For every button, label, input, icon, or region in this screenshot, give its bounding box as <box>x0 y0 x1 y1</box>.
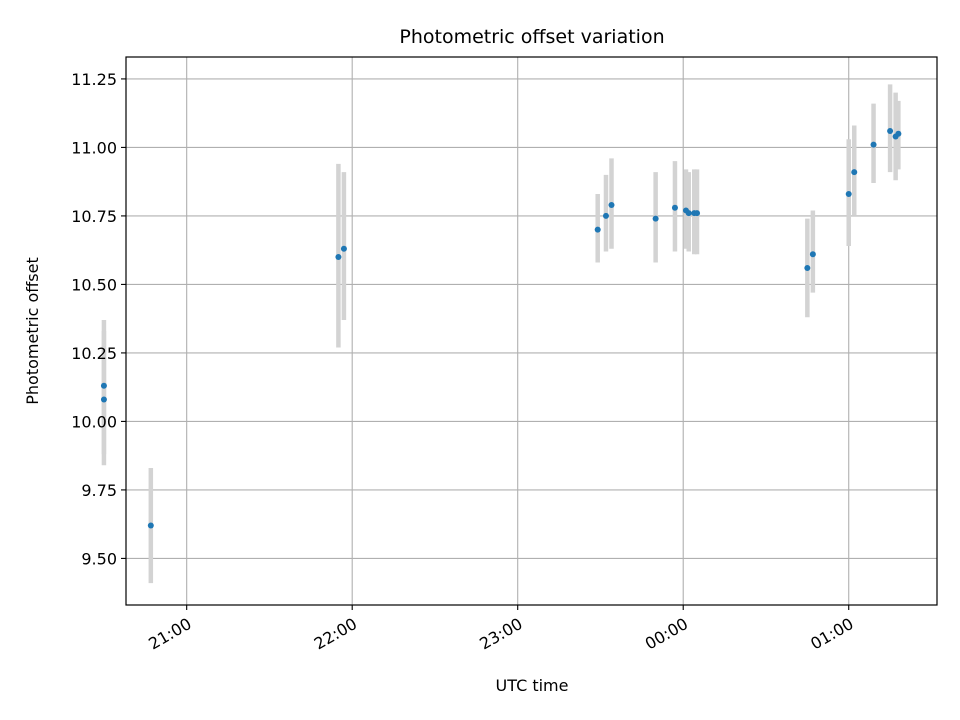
data-point <box>602 212 609 219</box>
data-point <box>851 169 858 176</box>
plot-frame <box>125 56 938 606</box>
data-point <box>608 201 615 208</box>
data-point <box>335 254 342 261</box>
y-axis-ticks: 9.50 9.75 10.00 10.25 10.50 10.75 11.00 11.25 <box>71 70 126 568</box>
y-tick-label: 10.00 <box>71 412 117 431</box>
data-point <box>887 127 894 134</box>
data-point <box>804 264 811 271</box>
data-point <box>100 382 107 389</box>
y-tick-label: 10.75 <box>71 207 117 226</box>
chart-title: Photometric offset variation <box>399 26 664 48</box>
data-point <box>100 396 107 403</box>
data-point <box>147 522 154 529</box>
data-point <box>895 130 902 137</box>
data-points <box>100 127 902 529</box>
y-tick-label: 11.25 <box>71 70 117 89</box>
y-tick-label: 9.50 <box>81 549 117 568</box>
y-tick-label: 10.50 <box>71 275 117 294</box>
grid <box>126 57 937 605</box>
data-point <box>845 191 852 197</box>
y-axis-label: Photometric offset <box>23 257 42 405</box>
y-tick-label: 11.00 <box>71 138 117 157</box>
y-tick-label: 10.25 <box>71 344 117 363</box>
data-point <box>809 251 816 258</box>
x-axis-label: UTC time <box>496 676 569 695</box>
data-point <box>340 245 347 252</box>
data-point <box>870 141 877 148</box>
y-tick-label: 9.75 <box>81 481 117 500</box>
data-point <box>685 210 692 217</box>
data-point <box>652 215 659 222</box>
data-point <box>671 204 678 211</box>
data-point <box>694 210 701 217</box>
data-point <box>594 226 601 233</box>
